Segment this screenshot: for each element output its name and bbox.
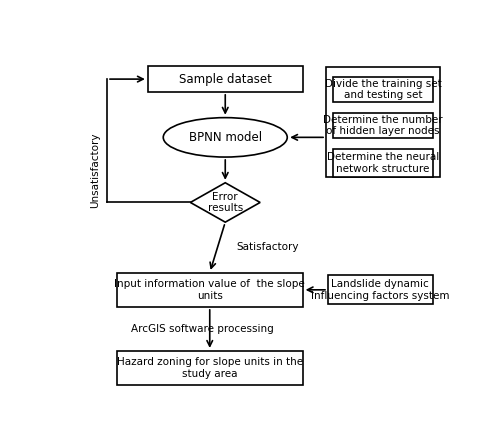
Text: Determine the neural
network structure: Determine the neural network structure — [327, 152, 439, 174]
Text: Divide the training set
and testing set: Divide the training set and testing set — [324, 79, 442, 100]
Text: Satisfactory: Satisfactory — [237, 243, 300, 252]
FancyBboxPatch shape — [148, 66, 303, 92]
Ellipse shape — [163, 117, 287, 157]
Text: BPNN model: BPNN model — [188, 131, 262, 144]
FancyBboxPatch shape — [117, 351, 303, 385]
Text: Sample dataset: Sample dataset — [179, 73, 272, 85]
Text: Determine the number
of hidden layer nodes: Determine the number of hidden layer nod… — [323, 114, 443, 136]
Polygon shape — [190, 183, 260, 222]
Text: Landslide dynamic
influencing factors system: Landslide dynamic influencing factors sy… — [311, 279, 450, 301]
Text: Hazard zoning for slope units in the
study area: Hazard zoning for slope units in the stu… — [116, 357, 303, 379]
FancyBboxPatch shape — [117, 273, 303, 307]
FancyBboxPatch shape — [332, 150, 434, 177]
FancyBboxPatch shape — [332, 77, 434, 102]
FancyBboxPatch shape — [332, 113, 434, 138]
Text: ArcGIS software processing: ArcGIS software processing — [130, 324, 274, 334]
FancyBboxPatch shape — [326, 67, 440, 177]
Text: Error
results: Error results — [208, 192, 243, 213]
Text: Input information value of  the slope
units: Input information value of the slope uni… — [114, 279, 305, 301]
FancyBboxPatch shape — [328, 275, 432, 304]
Text: Unsatisfactory: Unsatisfactory — [90, 132, 101, 208]
